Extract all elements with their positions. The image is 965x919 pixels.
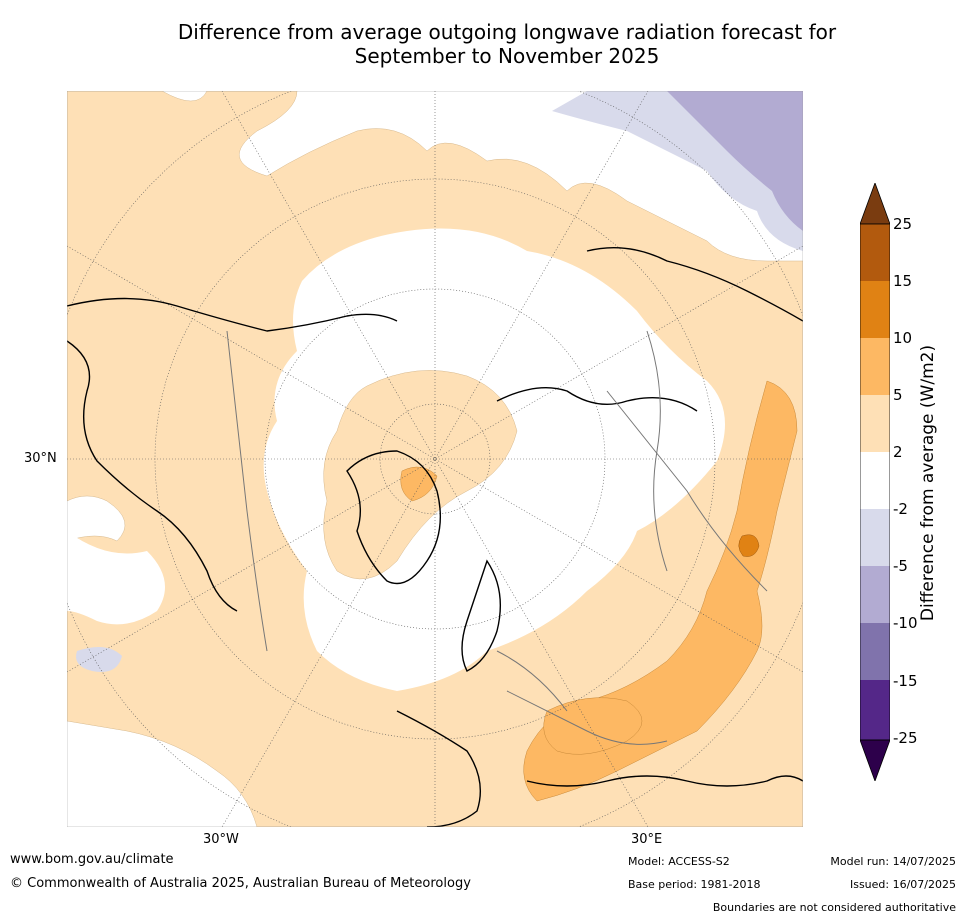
colorbar-swatch-2-5 (860, 395, 890, 452)
colorbar-swatch-10-15 (860, 281, 890, 338)
lon-label-30w: 30°W (203, 832, 239, 847)
colorbar-swatch-m10-m15 (860, 623, 890, 680)
colorbar-tick: 2 (893, 443, 903, 461)
colorbar-tick: 10 (893, 329, 913, 347)
footer-model-run: Model run: 14/07/2025 (830, 855, 956, 868)
colorbar-tick: 25 (893, 215, 913, 233)
anomaly-10-15-spot (738, 534, 760, 557)
footer-issued: Issued: 16/07/2025 (849, 878, 956, 891)
anomaly-m2-m5-region-pacific (76, 647, 122, 672)
colorbar-swatch-5-10 (860, 338, 890, 395)
title-line-1: Difference from average outgoing longwav… (177, 20, 837, 44)
colorbar-triangle-bottom (860, 739, 890, 781)
colorbar-swatch-m5-m10 (860, 566, 890, 623)
coastlines (67, 247, 803, 827)
colorbar-swatch-neutral (860, 452, 890, 509)
anomaly-5-10-region-mediterranean (543, 697, 643, 755)
colorbar-swatch-m15-m25 (860, 680, 890, 740)
chart-title: Difference from average outgoing longwav… (0, 20, 965, 68)
colorbar-tick: -15 (893, 672, 918, 690)
colorbar-label: Difference from average (W/m2) (918, 344, 938, 622)
neutral-region-west (67, 531, 165, 625)
footer-model: Model: ACCESS-S2 (628, 855, 730, 868)
footer-base-period: Base period: 1981-2018 (628, 878, 761, 891)
colorbar-tick: -25 (893, 729, 918, 747)
colorbar-tick: -10 (893, 614, 918, 632)
lat-label-30n: 30°N (24, 451, 57, 466)
colorbar-swatch-15-25 (860, 224, 890, 281)
colorbar-tick: 5 (893, 386, 903, 404)
anomaly-5-10-region-eurasia (523, 380, 798, 802)
forecast-map (67, 91, 803, 827)
colorbar (860, 183, 890, 781)
title-line-2: September to November 2025 (354, 44, 660, 68)
footer-website: www.bom.gov.au/climate (10, 852, 174, 867)
colorbar-tick: -5 (893, 557, 908, 575)
colorbar-triangle-top (860, 183, 890, 225)
colorbar-swatch-m2-m5 (860, 509, 890, 566)
graticule (67, 91, 803, 827)
colorbar-frame (860, 223, 890, 741)
country-boundaries (226, 330, 768, 745)
lon-label-30e: 30°E (631, 832, 663, 847)
footer-disclaimer: Boundaries are not considered authoritat… (712, 901, 956, 914)
footer-copyright: © Commonwealth of Australia 2025, Austra… (10, 876, 471, 891)
colorbar-tick: 15 (893, 272, 913, 290)
anomaly-m5-m10-region-northeast (667, 91, 803, 231)
colorbar-tick: -2 (893, 500, 908, 518)
